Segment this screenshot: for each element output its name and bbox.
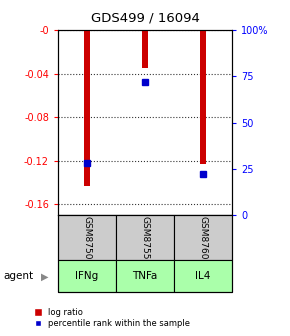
Legend: log ratio, percentile rank within the sample: log ratio, percentile rank within the sa… [33, 306, 192, 330]
Text: IL4: IL4 [195, 271, 211, 281]
Bar [142, 30, 148, 68]
Bar [84, 30, 90, 186]
Text: IFNg: IFNg [75, 271, 99, 281]
Text: GSM8750: GSM8750 [82, 216, 92, 259]
Text: agent: agent [3, 271, 33, 281]
Text: GDS499 / 16094: GDS499 / 16094 [90, 12, 200, 25]
Bar [200, 30, 206, 164]
Text: GSM8755: GSM8755 [140, 216, 150, 259]
Text: ▶: ▶ [41, 271, 49, 281]
Text: TNFa: TNFa [132, 271, 158, 281]
Text: GSM8760: GSM8760 [198, 216, 208, 259]
